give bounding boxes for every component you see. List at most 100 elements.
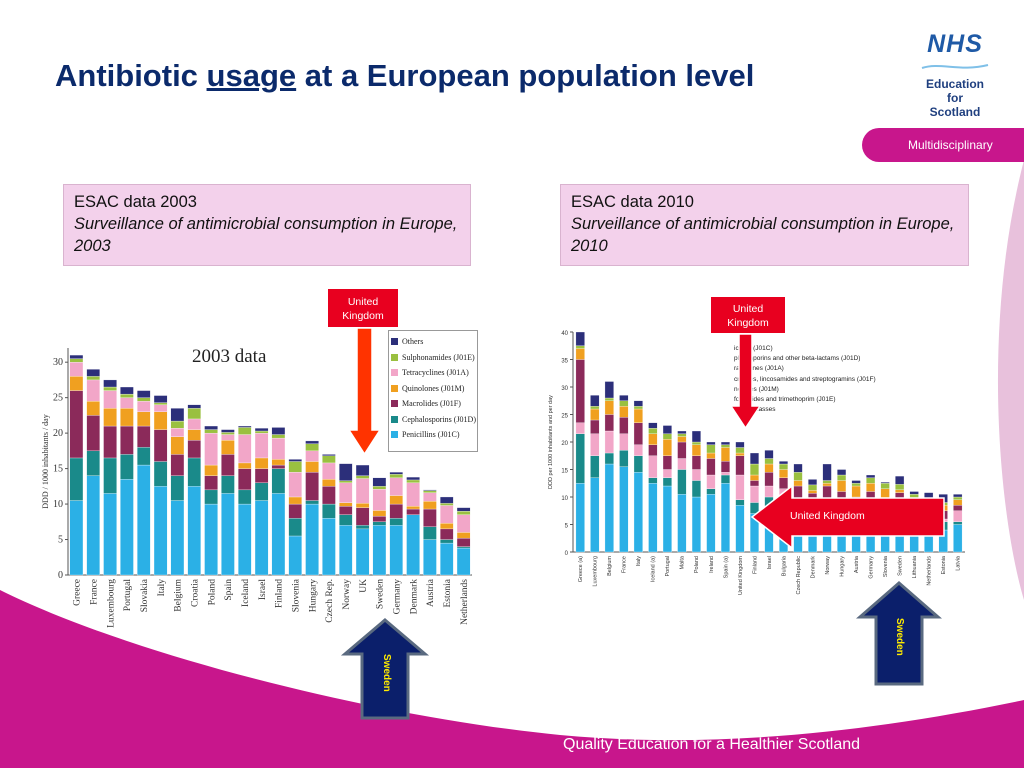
x-tick-label: Estonia (443, 578, 453, 607)
multidisciplinary-tag: Multidisciplinary (862, 128, 1024, 162)
legend-entry: Others (391, 334, 475, 350)
bar-segment (895, 475, 905, 485)
x-tick-label: France (622, 556, 628, 573)
uk-2010-down-arrow (729, 333, 762, 430)
legend-entry: Quinolones (J01M) (391, 381, 475, 397)
y-tick-label: 15 (561, 469, 568, 475)
x-tick-label: Spain (a) (723, 556, 729, 578)
bar-segment (880, 481, 890, 484)
bar-segment (866, 474, 876, 478)
bar-segment (238, 425, 252, 428)
legend-entry: icillins (J01C) (734, 345, 773, 352)
uk-2010-label: United Kingdom (710, 296, 786, 334)
y-tick-label: 5 (565, 524, 569, 530)
bar-segment (204, 425, 218, 430)
bar-segment (749, 452, 759, 465)
x-tick-label: Portugal (123, 579, 133, 612)
bar-segment (389, 471, 403, 475)
bar-segment (423, 489, 437, 491)
x-tick-label: Slovenia (291, 578, 301, 612)
bar-segment (909, 491, 919, 495)
x-tick-label: Czech Rep. (325, 579, 335, 623)
bar-segment (764, 450, 774, 459)
bar-segment (288, 459, 302, 462)
esac-2003-subtitle: Surveillance of antimicrobial consumptio… (74, 215, 458, 255)
legend-label: Cephalosporins (J01D) (402, 414, 476, 424)
x-tick-label: Denmark (409, 579, 419, 615)
legend-entry: phalosporins and other beta-lactams (J01… (734, 355, 861, 363)
y-tick-label: 25 (53, 393, 63, 404)
x-tick-label: Iceland (a) (651, 556, 657, 582)
y-tick-label: 30 (561, 386, 568, 392)
x-tick-label: Belgium (607, 556, 613, 576)
bar-segment (619, 395, 629, 401)
bar-segment (456, 507, 471, 512)
title-suffix: at a European population level (296, 58, 755, 93)
x-tick-label: Belgium (174, 578, 184, 611)
bar-segment (851, 480, 861, 484)
nhs-wordmark: NHS (927, 30, 983, 58)
x-tick-label: Germany (868, 556, 874, 579)
bar-segment (706, 441, 716, 445)
legend-entry: racyclines (J01A) (734, 365, 784, 373)
esac-2010-heading: ESAC data 2010 (571, 193, 694, 211)
x-tick-label: Sweden (376, 579, 386, 609)
sweden-2010-up-arrow (855, 581, 943, 686)
x-tick-label: Israel (258, 579, 268, 600)
x-tick-label: Austria (426, 578, 436, 607)
nhs-logo: NHS Education for Scotland (912, 30, 998, 119)
legend-entry: crolides, lincosamides and streptogramin… (734, 375, 876, 383)
y-tick-label: 25 (561, 414, 568, 420)
bar-segment (372, 477, 387, 487)
legend-entry: Tetracyclines (J01A) (391, 365, 475, 381)
bar-segment (305, 440, 319, 444)
title-usage-link[interactable]: usage (206, 58, 297, 93)
y-tick-label: 5 (58, 535, 63, 546)
x-tick-label: Slovakia (140, 578, 150, 612)
y-tick-label: 20 (561, 441, 568, 447)
x-tick-label: UK (359, 579, 369, 593)
bar-segment (691, 430, 701, 443)
left-magenta-swoosh (0, 590, 28, 640)
legend-entry: Macrolides (J01F) (391, 396, 475, 412)
bar-segment (808, 479, 818, 486)
y-tick-label: 15 (53, 464, 63, 475)
bar-segment (648, 422, 658, 429)
title-prefix: Antibiotic (55, 58, 207, 93)
esac-2010-box: ESAC data 2010 Surveillance of antimicro… (560, 184, 969, 266)
bar-segment (720, 441, 730, 445)
x-tick-label: Portugal (665, 556, 671, 577)
bar-segment (137, 390, 151, 398)
legend-label: Tetracyclines (J01A) (402, 368, 469, 378)
x-tick-label: Netherlands (460, 579, 470, 625)
y-tick-label: 10 (53, 499, 63, 510)
esac-2003-box: ESAC data 2003 Surveillance of antimicro… (63, 184, 471, 266)
bar-segment (604, 381, 614, 399)
legend-2003: Others Sulphonamides (J01E) Tetracyclines … (388, 330, 478, 452)
legend-label: Quinolones (J01M) (402, 383, 465, 393)
y-tick-label: 0 (58, 570, 63, 581)
legend-entry: Cephalosporins (J01D) (391, 412, 476, 428)
bar-segment (590, 395, 600, 407)
footer-tagline: Quality Education for a Healthier Scotla… (563, 736, 861, 753)
sweden-2003-up-arrow (340, 618, 430, 720)
x-tick-label: Malta (680, 555, 686, 569)
x-tick-label: Finland (752, 556, 758, 574)
y-tick-label: 40 (561, 331, 568, 337)
legend-entry: fonamides and trimethoprim (J01E) (734, 396, 836, 404)
x-tick-label: Iceland (241, 579, 251, 607)
chart-title: 2003 data (192, 346, 267, 367)
legend-label: Others (402, 337, 424, 347)
legend-swatch (391, 338, 398, 346)
bar-segment (406, 476, 420, 481)
x-tick-label: Greece (a) (578, 556, 584, 582)
bar-segment (339, 463, 353, 481)
uk-2010-left-arrow (750, 484, 945, 550)
bar-segment (221, 429, 235, 433)
x-tick-label: Latvia (956, 555, 962, 571)
y-axis-label: DDD / 1000 inhabitants / day (41, 414, 50, 508)
bar-segment (170, 408, 185, 422)
legend-entry: Penicillins (J01C) (391, 427, 475, 443)
